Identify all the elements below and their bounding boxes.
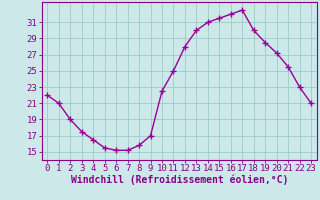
X-axis label: Windchill (Refroidissement éolien,°C): Windchill (Refroidissement éolien,°C): [70, 175, 288, 185]
